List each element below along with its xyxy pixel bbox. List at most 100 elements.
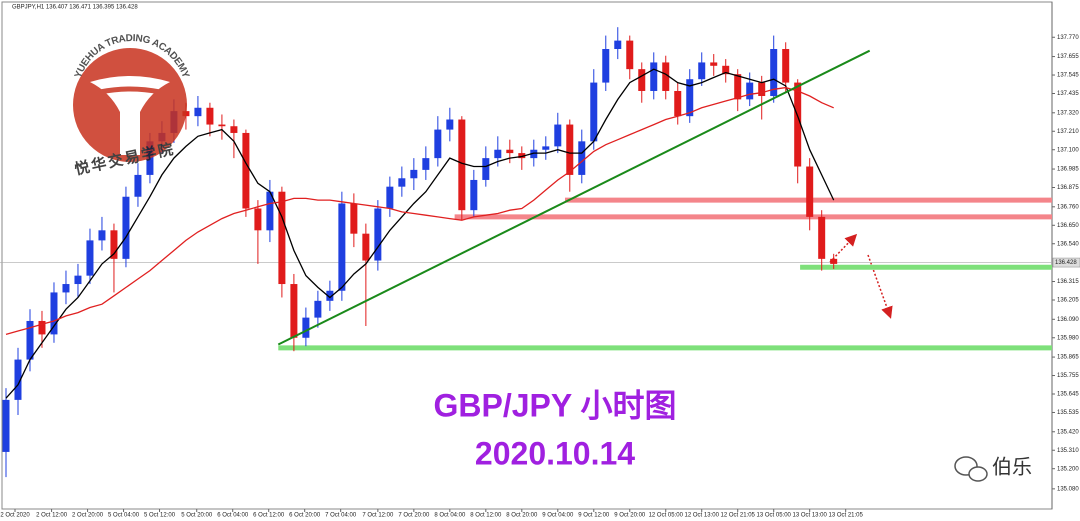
arrow-down <box>867 254 893 319</box>
candle-body <box>374 208 382 261</box>
y-tick-label: 137.210 <box>1057 129 1079 135</box>
candle-body <box>350 203 358 234</box>
candle-body <box>74 275 82 285</box>
candle-body <box>734 74 742 100</box>
x-tick-label: 5 Oct 20:00 <box>181 513 213 519</box>
candle-body <box>650 62 658 91</box>
ma-line <box>5 68 835 399</box>
candle-body <box>662 62 670 91</box>
y-tick-label: 135.980 <box>1057 335 1079 341</box>
x-tick-label: 6 Oct 04:00 <box>217 513 249 519</box>
candle-body <box>398 178 406 187</box>
title: GBP/JPY 小时图 <box>433 387 676 423</box>
candle-body <box>290 284 298 338</box>
x-tick-label: 9 Oct 04:00 <box>542 513 574 519</box>
signature-group: 伯乐 <box>954 455 1032 482</box>
candle-body <box>302 317 310 338</box>
x-tick-label: 13 Oct 05:00 <box>757 513 792 519</box>
candle-body <box>254 208 262 231</box>
y-tick-label: 137.770 <box>1057 35 1079 41</box>
candle-body <box>482 158 490 180</box>
y-tick-label: 136.205 <box>1057 298 1079 304</box>
y-tick-label: 137.435 <box>1057 91 1079 97</box>
x-tick-label: 13 Oct 21:05 <box>828 513 863 519</box>
y-tick-label: 136.315 <box>1057 279 1079 285</box>
candle-body <box>806 166 814 217</box>
x-tick-label: 6 Oct 12:00 <box>253 513 285 519</box>
y-tick-label: 135.645 <box>1057 392 1079 398</box>
candle-body <box>338 203 346 291</box>
x-tick-label: 13 Oct 13:00 <box>793 513 828 519</box>
last-price-box <box>1052 257 1080 268</box>
candle-body <box>230 126 238 133</box>
candle-body <box>698 62 706 80</box>
candle-body <box>542 146 550 150</box>
candle-body <box>194 107 202 117</box>
x-tick-label: 7 Oct 12:00 <box>362 513 394 519</box>
candle-body <box>782 49 790 83</box>
candle-body <box>434 129 442 159</box>
candle-body <box>794 82 802 167</box>
y-tick-label: 137.320 <box>1057 110 1079 116</box>
candle-body <box>446 119 454 130</box>
candle-body <box>470 179 478 211</box>
candle-body <box>98 230 106 241</box>
candle-body <box>386 186 394 209</box>
x-tick-label: 5 Oct 04:00 <box>108 513 140 519</box>
candle-body <box>326 290 334 301</box>
candle-body <box>62 284 70 293</box>
y-tick-label: 136.985 <box>1057 167 1079 173</box>
candle-body <box>422 158 430 170</box>
candle-body <box>626 40 634 70</box>
candle-body <box>770 49 778 97</box>
candle-body <box>2 399 10 452</box>
y-tick-label: 136.540 <box>1057 241 1079 247</box>
candle-body <box>314 300 322 318</box>
ma-line <box>5 86 834 336</box>
y-tick-label: 135.535 <box>1057 410 1079 416</box>
y-tick-label: 136.760 <box>1057 204 1079 210</box>
candle-body <box>638 69 646 91</box>
candle-body <box>530 149 538 159</box>
y-tick-label: 136.875 <box>1057 185 1079 191</box>
candle-body <box>26 320 34 360</box>
last-price-label: 136.428 <box>1055 260 1077 266</box>
x-tick-label: 7 Oct 20:00 <box>398 513 430 519</box>
x-tick-label: 12 Oct 05:00 <box>649 513 684 519</box>
candle-body <box>458 119 466 211</box>
x-tick-label: 2 Oct 2020 <box>0 513 30 519</box>
candle-body <box>674 90 682 117</box>
y-tick-label: 135.865 <box>1057 355 1079 361</box>
x-tick-label: 8 Oct 20:00 <box>506 513 538 519</box>
x-tick-label: 5 Oct 12:00 <box>144 513 176 519</box>
y-tick-label: 137.655 <box>1057 54 1079 60</box>
candle-body <box>602 49 610 83</box>
candle-body <box>14 359 22 400</box>
x-tick-label: 12 Oct 13:00 <box>685 513 720 519</box>
x-tick-label: 12 Oct 21:05 <box>721 513 756 519</box>
candle-body <box>278 191 286 285</box>
candle-body <box>710 62 718 66</box>
x-tick-label: 2 Oct 20:00 <box>72 513 104 519</box>
candle-body <box>494 149 502 159</box>
candle-body <box>218 124 226 127</box>
candle-body <box>362 233 370 261</box>
candle-body <box>758 82 766 97</box>
candle-body <box>506 149 514 154</box>
trend-line <box>277 49 871 346</box>
header: GBPJPY,H1 136.407 136.471 136.395 136.42… <box>12 5 138 11</box>
candle-body <box>110 230 118 259</box>
candle-body <box>134 174 142 197</box>
candle-body <box>614 40 622 50</box>
subtitle: 2020.10.14 <box>475 435 635 471</box>
y-tick-label: 135.200 <box>1057 466 1079 472</box>
y-tick-label: 135.420 <box>1057 429 1079 435</box>
y-tick-label: 135.080 <box>1057 486 1079 492</box>
y-tick-label: 136.650 <box>1057 223 1079 229</box>
candle-body <box>566 124 574 175</box>
candle-body <box>38 320 46 335</box>
candle-body <box>122 196 130 259</box>
candle-body <box>50 292 58 335</box>
